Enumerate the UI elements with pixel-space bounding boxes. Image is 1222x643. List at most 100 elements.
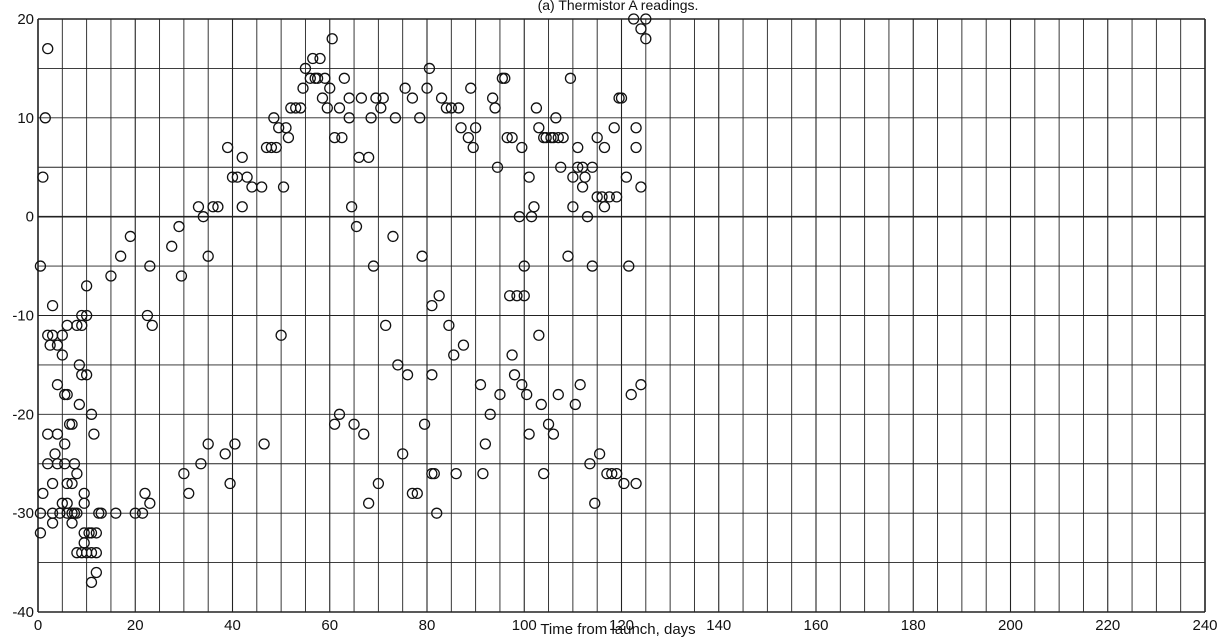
data-point	[144, 497, 156, 509]
data-point	[367, 260, 380, 272]
tick-labels: 0 20 40 60 80 100 120 140 160 180 200 220 24020100-1…	[12, 11, 1217, 634]
data-point	[635, 23, 647, 35]
data-point	[328, 418, 341, 430]
y-tick-label: -10	[12, 308, 34, 325]
data-point	[136, 507, 149, 519]
data-point	[124, 230, 137, 243]
data-point	[389, 112, 402, 124]
data-point	[406, 92, 419, 104]
data-point	[78, 487, 90, 500]
x-tick-label: 20	[127, 617, 144, 634]
data-point	[34, 527, 47, 539]
data-point	[90, 527, 102, 539]
data-point	[362, 497, 375, 509]
data-point	[540, 131, 552, 144]
data-point	[175, 270, 188, 282]
data-point	[110, 507, 122, 519]
data-point	[399, 82, 411, 94]
data-point	[265, 141, 278, 154]
data-point	[307, 52, 319, 65]
data-point	[623, 260, 635, 272]
data-point	[85, 576, 98, 588]
data-point	[51, 379, 64, 391]
data-point	[71, 507, 83, 519]
data-point	[78, 497, 90, 509]
data-point	[311, 72, 324, 84]
data-point	[426, 369, 438, 381]
data-point	[474, 379, 487, 391]
data-point	[343, 92, 355, 104]
data-point	[567, 201, 579, 213]
data-point	[51, 339, 64, 351]
chart-title: (a) Thermistor A readings.	[538, 0, 699, 13]
data-point	[584, 458, 596, 470]
data-point	[333, 408, 346, 420]
data-point	[229, 438, 241, 450]
data-point	[613, 92, 625, 104]
data-point	[290, 102, 302, 114]
data-point	[173, 220, 185, 233]
y-tick-label: 20	[17, 11, 34, 28]
x-tick-label: 220	[1095, 617, 1120, 634]
data-point	[552, 388, 564, 401]
data-point	[56, 349, 68, 361]
data-point	[277, 181, 290, 193]
data-point	[324, 82, 336, 94]
data-point	[530, 102, 543, 114]
data-point	[581, 211, 594, 223]
data-point	[221, 141, 234, 154]
data-point	[246, 181, 258, 193]
data-point	[455, 122, 467, 134]
data-point	[49, 448, 61, 460]
data-point	[256, 181, 268, 193]
x-tick-label: 60	[321, 617, 338, 634]
data-point	[319, 72, 331, 84]
data-point	[591, 191, 603, 203]
data-point	[85, 547, 98, 559]
data-point	[63, 418, 76, 430]
data-point	[457, 339, 470, 351]
data-point	[314, 52, 326, 65]
x-tick-label: 120	[609, 617, 634, 634]
data-point	[518, 290, 530, 302]
data-point	[95, 507, 107, 519]
data-point	[212, 201, 224, 213]
data-point	[46, 517, 59, 529]
data-point	[37, 171, 49, 183]
data-point	[350, 220, 363, 233]
data-point	[521, 388, 533, 401]
data-point	[348, 418, 360, 430]
data-point	[598, 141, 611, 154]
data-point	[219, 448, 231, 460]
data-point	[576, 181, 589, 193]
data-point	[195, 458, 207, 470]
data-point	[491, 161, 504, 173]
data-point	[275, 329, 287, 341]
data-point	[610, 467, 623, 480]
data-point	[336, 131, 348, 144]
data-point	[115, 250, 127, 262]
data-point	[484, 408, 496, 420]
data-point	[433, 290, 445, 302]
data-point	[304, 72, 316, 84]
data-point	[226, 171, 239, 183]
x-tick-label: 160	[803, 617, 828, 634]
data-point	[76, 319, 88, 332]
data-point	[477, 467, 489, 480]
y-tick-label: -30	[12, 505, 34, 522]
data-point	[523, 428, 535, 440]
data-point	[76, 369, 88, 381]
data-point	[387, 230, 399, 243]
data-point	[615, 92, 628, 104]
data-point	[88, 428, 100, 440]
data-point	[569, 398, 581, 411]
data-point	[411, 487, 423, 500]
data-point	[414, 112, 426, 124]
data-point	[56, 329, 68, 341]
data-point	[555, 161, 567, 173]
data-point	[547, 428, 560, 440]
data-point	[39, 112, 51, 124]
x-tick-label: 100	[512, 617, 537, 634]
data-point	[80, 309, 93, 322]
